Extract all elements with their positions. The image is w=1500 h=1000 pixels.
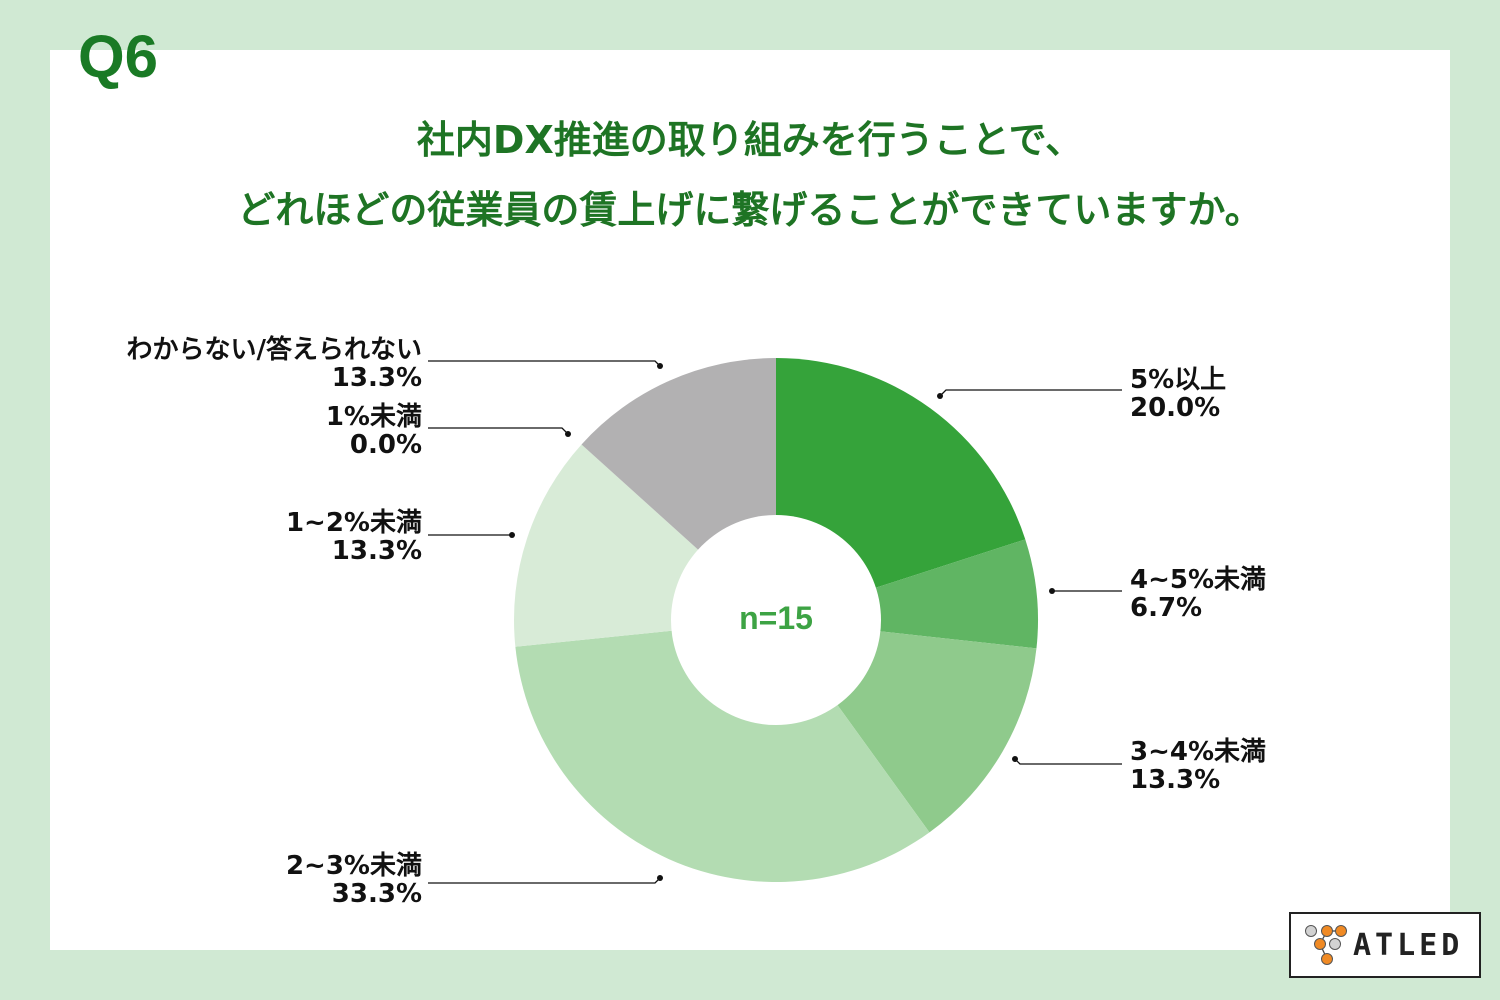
label-value: 33.3% — [331, 879, 422, 909]
donut-hole — [671, 515, 881, 725]
label-name: 1~2%未満 — [285, 508, 422, 538]
label-value: 13.3% — [1130, 765, 1221, 795]
label-5plus: 5%以上 20.0% — [1130, 366, 1226, 422]
label-name: 4~5%未満 — [1130, 565, 1267, 595]
molecule-logo-icon — [1305, 925, 1347, 965]
chart-title-line1: 社内DX推進の取り組みを行うことで、 — [416, 118, 1084, 162]
label-2-3: 2~3%未満 33.3% — [286, 852, 422, 908]
label-name: 5%以上 — [1130, 365, 1227, 395]
label-value: 13.3% — [331, 536, 422, 566]
question-number: Q6 — [78, 23, 159, 90]
atled-logo: ATLED — [1289, 912, 1481, 978]
pie-slice — [515, 620, 930, 882]
label-4-5: 4~5%未満 6.7% — [1130, 566, 1266, 622]
label-value: 6.7% — [1130, 593, 1203, 623]
label-value: 0.0% — [349, 430, 422, 460]
label-3-4: 3~4%未満 13.3% — [1130, 738, 1266, 794]
label-name: わからない/答えられない — [126, 335, 423, 365]
label-under-1: 1%未満 0.0% — [326, 403, 422, 459]
label-unknown: わからない/答えられない 13.3% — [127, 336, 423, 392]
label-value: 20.0% — [1130, 393, 1221, 423]
logo-text: ATLED — [1353, 928, 1464, 963]
label-1-2: 1~2%未満 13.3% — [286, 509, 422, 565]
chart-title-line2: どれほどの従業員の賃上げに繋げることができていますか。 — [237, 188, 1263, 232]
label-name: 2~3%未満 — [285, 851, 422, 881]
label-name: 1%未満 — [325, 402, 422, 432]
leader-dots — [509, 363, 1055, 881]
label-value: 13.3% — [331, 363, 422, 393]
label-name: 3~4%未満 — [1130, 737, 1267, 767]
sample-size-label: n=15 — [739, 600, 813, 636]
